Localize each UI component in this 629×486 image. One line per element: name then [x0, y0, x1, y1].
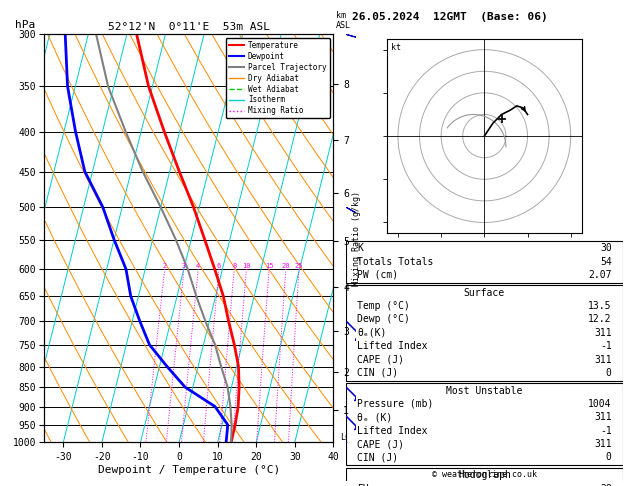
Text: CAPE (J): CAPE (J)	[357, 439, 404, 449]
Bar	[346, 241, 623, 283]
Text: Dewp (°C): Dewp (°C)	[357, 314, 410, 325]
Text: 30: 30	[600, 243, 611, 253]
Text: 8: 8	[232, 263, 237, 269]
Bar	[346, 468, 623, 486]
Text: hPa: hPa	[15, 20, 35, 30]
Text: km
ASL: km ASL	[337, 11, 351, 30]
Text: Lifted Index: Lifted Index	[357, 341, 428, 351]
Text: © weatheronline.co.uk: © weatheronline.co.uk	[432, 469, 537, 479]
Text: 15: 15	[265, 263, 274, 269]
Text: 311: 311	[594, 354, 611, 364]
Text: PW (cm): PW (cm)	[357, 270, 398, 280]
Text: 311: 311	[594, 439, 611, 449]
Text: kt: kt	[391, 43, 401, 52]
Text: Pressure (mb): Pressure (mb)	[357, 399, 433, 409]
Text: Lifted Index: Lifted Index	[357, 426, 428, 436]
Text: 6: 6	[217, 263, 221, 269]
Text: 25: 25	[295, 263, 303, 269]
Text: θₑ(K): θₑ(K)	[357, 328, 386, 338]
Bar	[346, 285, 623, 381]
Legend: Temperature, Dewpoint, Parcel Trajectory, Dry Adiabat, Wet Adiabat, Isotherm, Mi: Temperature, Dewpoint, Parcel Trajectory…	[226, 38, 330, 119]
Text: 10: 10	[242, 263, 251, 269]
Text: 12.2: 12.2	[588, 314, 611, 325]
Title: 52°12'N  0°11'E  53m ASL: 52°12'N 0°11'E 53m ASL	[108, 22, 270, 32]
Text: 0: 0	[606, 452, 611, 463]
Text: 3: 3	[182, 263, 186, 269]
Text: CIN (J): CIN (J)	[357, 452, 398, 463]
Text: Surface: Surface	[464, 288, 505, 298]
Text: EH: EH	[357, 484, 369, 486]
Text: 54: 54	[600, 257, 611, 267]
Text: 2: 2	[162, 263, 167, 269]
Text: 4: 4	[196, 263, 201, 269]
X-axis label: Dewpoint / Temperature (°C): Dewpoint / Temperature (°C)	[97, 465, 280, 475]
Text: LCL: LCL	[340, 433, 355, 442]
Text: 0: 0	[606, 368, 611, 378]
Text: 311: 311	[594, 328, 611, 338]
Y-axis label: Mixing Ratio (g/kg): Mixing Ratio (g/kg)	[352, 191, 361, 286]
Text: 2.07: 2.07	[588, 270, 611, 280]
Text: Temp (°C): Temp (°C)	[357, 301, 410, 311]
Text: CIN (J): CIN (J)	[357, 368, 398, 378]
Text: 1004: 1004	[588, 399, 611, 409]
Text: K: K	[357, 243, 363, 253]
Text: 28: 28	[600, 484, 611, 486]
Text: 13.5: 13.5	[588, 301, 611, 311]
Text: 26.05.2024  12GMT  (Base: 06): 26.05.2024 12GMT (Base: 06)	[352, 12, 548, 22]
Text: Hodograph: Hodograph	[458, 470, 511, 480]
Text: 20: 20	[282, 263, 290, 269]
Bar	[346, 383, 623, 465]
Text: θₑ (K): θₑ (K)	[357, 412, 392, 422]
Text: -1: -1	[600, 426, 611, 436]
Text: CAPE (J): CAPE (J)	[357, 354, 404, 364]
Text: Most Unstable: Most Unstable	[446, 385, 523, 396]
Text: Totals Totals: Totals Totals	[357, 257, 433, 267]
Text: -1: -1	[600, 341, 611, 351]
Text: 311: 311	[594, 412, 611, 422]
